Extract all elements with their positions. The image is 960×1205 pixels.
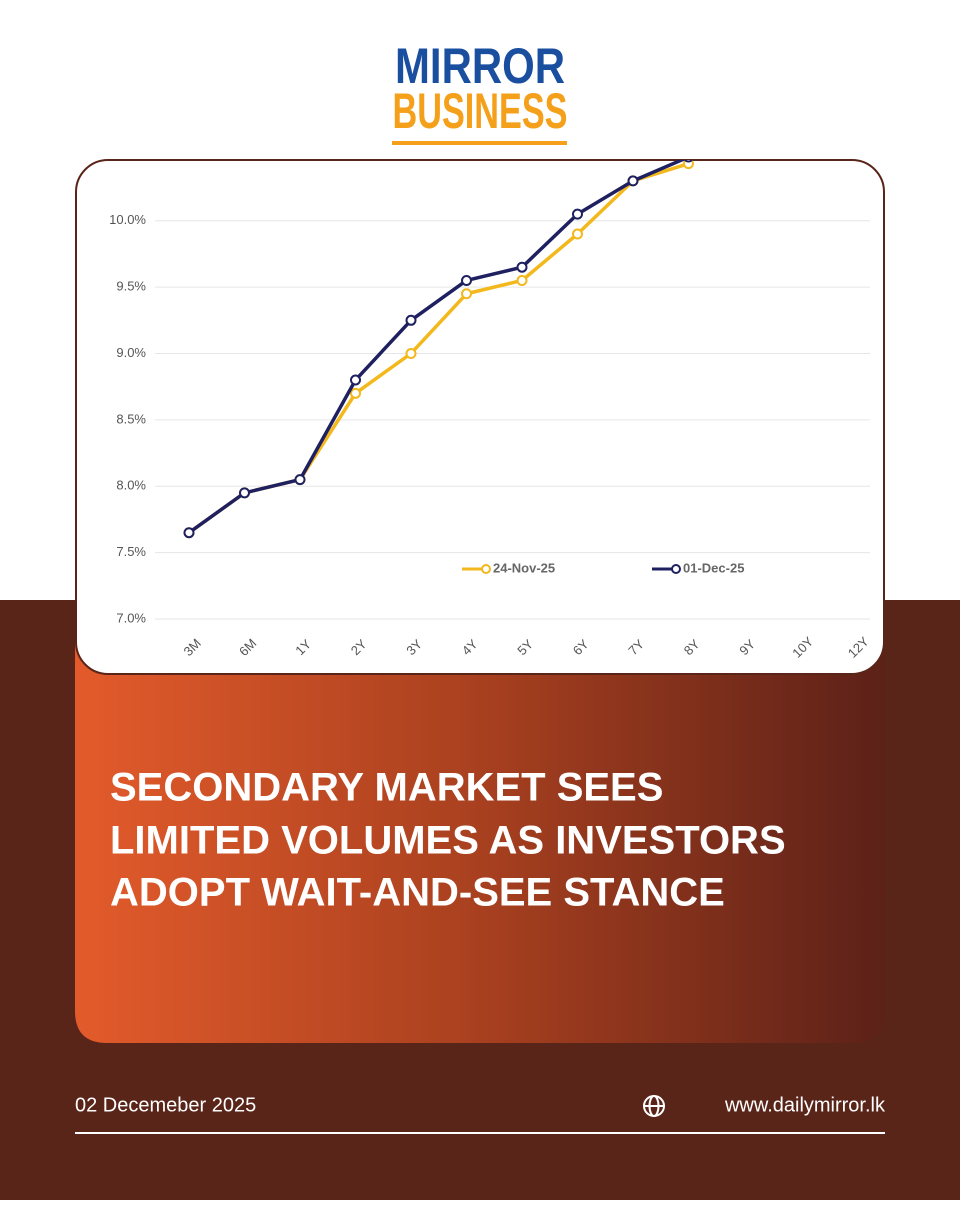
y-tick-label: 7.5% bbox=[116, 544, 146, 559]
date: 02 Decemeber 2025 bbox=[75, 1094, 256, 1116]
point bbox=[405, 347, 417, 359]
logo-underline bbox=[392, 141, 567, 145]
y-tick-label: 10.0% bbox=[109, 212, 146, 227]
point bbox=[516, 274, 528, 286]
point bbox=[405, 314, 417, 326]
point bbox=[516, 261, 528, 273]
point bbox=[461, 288, 472, 300]
point bbox=[627, 175, 639, 187]
y-tick-label: 8.5% bbox=[116, 411, 146, 426]
y-tick-label: 7.0% bbox=[116, 610, 146, 625]
point bbox=[350, 374, 361, 386]
plot: 7.0%7.5%8.0%8.5%9.0%9.5%10.0%3M 6M 1Y 2Y 3Y 4… bbox=[109, 160, 872, 661]
legend-label: 01-Dec-25 bbox=[683, 560, 744, 575]
point bbox=[294, 474, 306, 486]
logo-top: MIRROR bbox=[395, 38, 565, 94]
logo-bottom: BUSINESS bbox=[393, 83, 568, 139]
headline-panel bbox=[75, 600, 885, 1043]
headline-line: SECONDARY MARKET SEES bbox=[110, 766, 663, 810]
y-tick-label: 9.0% bbox=[116, 345, 146, 360]
point bbox=[461, 274, 472, 286]
series-line bbox=[187, 160, 690, 535]
point bbox=[350, 387, 361, 399]
point bbox=[572, 208, 583, 220]
headline-line: LIMITED VOLUMES AS INVESTORS bbox=[110, 819, 786, 863]
y-tick-label: 9.5% bbox=[116, 279, 146, 294]
point bbox=[239, 487, 250, 499]
footer-rule bbox=[75, 1132, 885, 1134]
point bbox=[572, 228, 583, 240]
headline-line: ADOPT WAIT-AND-SEE STANCE bbox=[110, 871, 725, 915]
legend-marker bbox=[671, 564, 681, 574]
chart-card bbox=[75, 159, 885, 675]
point bbox=[183, 527, 195, 539]
legend-label: 24-Nov-25 bbox=[493, 560, 555, 575]
legend-marker bbox=[481, 564, 491, 574]
point bbox=[683, 160, 694, 163]
y-tick-label: 8.0% bbox=[116, 478, 146, 493]
website: www.dailymirror.lk bbox=[724, 1094, 886, 1116]
globe-icon bbox=[643, 1095, 665, 1117]
